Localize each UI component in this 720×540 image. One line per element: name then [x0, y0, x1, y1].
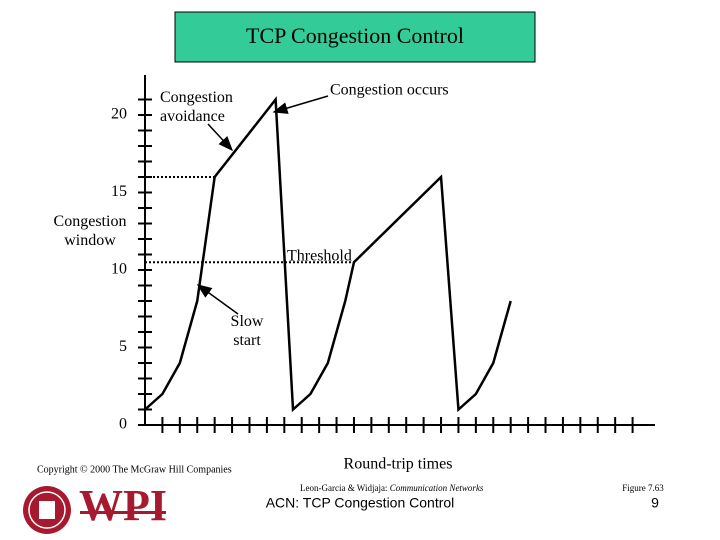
- x-axis-label: Round-trip times: [344, 456, 453, 473]
- arrow: [272, 95, 329, 114]
- logo: WPI: [23, 481, 167, 534]
- logo-seal-ring: [28, 491, 66, 529]
- y-axis-label: Congestion window: [53, 213, 127, 249]
- y-tick-label: 20: [111, 106, 127, 123]
- reference: Leon-Garcia & Widjaja: Communication Net…: [300, 483, 484, 493]
- logo-text: WPI: [79, 481, 167, 530]
- arrow: [207, 123, 234, 152]
- logo-shield: [39, 501, 55, 519]
- threshold-label: Threshold: [287, 248, 352, 265]
- data-line: [144, 96, 512, 413]
- chart-title: TCP Congestion Control: [246, 23, 464, 48]
- logo-bar: [80, 511, 166, 514]
- y-tick-label: 0: [119, 416, 127, 433]
- figure-number: Figure 7.63: [622, 483, 664, 493]
- copyright: Copyright © 2000 The McGraw Hill Compani…: [37, 464, 232, 475]
- arrow: [196, 284, 239, 315]
- y-tick-label: 5: [119, 338, 127, 355]
- y-tick-label: 15: [111, 183, 127, 200]
- annotation: Congestion avoidance: [160, 89, 233, 125]
- annotation: Slow start: [230, 313, 264, 349]
- y-tick-label: 10: [111, 261, 127, 278]
- reference-book: Communication Networks: [390, 483, 484, 493]
- annotation: Congestion occurs: [330, 82, 449, 99]
- reference-authors: Leon-Garcia & Widjaja:: [300, 483, 387, 493]
- page-number: 9: [651, 495, 659, 511]
- course-title: ACN: TCP Congestion Control: [266, 495, 455, 511]
- title-box: [174, 11, 536, 63]
